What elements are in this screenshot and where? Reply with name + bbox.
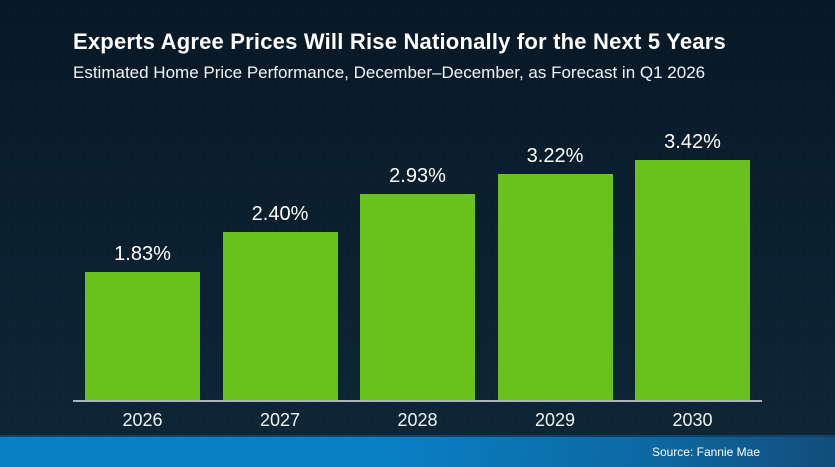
bar bbox=[497, 174, 613, 400]
bar-group: 1.83% bbox=[85, 244, 200, 400]
chart-title: Experts Agree Prices Will Rise Nationall… bbox=[73, 29, 726, 54]
bar-group: 2.93% bbox=[360, 166, 475, 400]
x-axis-label: 2028 bbox=[397, 410, 438, 430]
bars-row: 1.83% 2.40% 2.93% 3.22% 3.42% bbox=[85, 132, 750, 400]
x-axis-label: 2027 bbox=[259, 410, 301, 430]
x-axis-label: 2026 bbox=[122, 410, 163, 430]
chart-subtitle: Estimated Home Price Performance, Decemb… bbox=[73, 63, 706, 82]
x-axis-label: 2030 bbox=[672, 410, 713, 430]
bar-group: 3.22% bbox=[497, 145, 613, 400]
bar bbox=[360, 194, 475, 400]
bar bbox=[85, 272, 200, 400]
bar-value-label: 2.40% bbox=[251, 203, 309, 225]
source-text: Source: Fannie Mae bbox=[651, 445, 760, 459]
footer-bar: Source: Fannie Mae bbox=[0, 435, 835, 467]
x-axis-label: 2029 bbox=[534, 410, 576, 430]
bar bbox=[222, 232, 338, 400]
bar-value-label: 3.22% bbox=[526, 145, 584, 167]
x-axis-labels: 2026 2027 2028 2029 2030 bbox=[85, 410, 750, 431]
bar-value-label: 2.93% bbox=[389, 165, 446, 187]
x-axis-line bbox=[73, 400, 762, 402]
bar-value-label: 1.83% bbox=[114, 243, 171, 265]
bar-group: 3.42% bbox=[635, 132, 750, 400]
plot-area: 1.83% 2.40% 2.93% 3.22% 3.42% 2026 2027 2028 20… bbox=[73, 132, 762, 433]
bar bbox=[635, 160, 750, 400]
bar-value-label: 3.42% bbox=[664, 131, 721, 153]
bar-group: 2.40% bbox=[222, 203, 338, 400]
